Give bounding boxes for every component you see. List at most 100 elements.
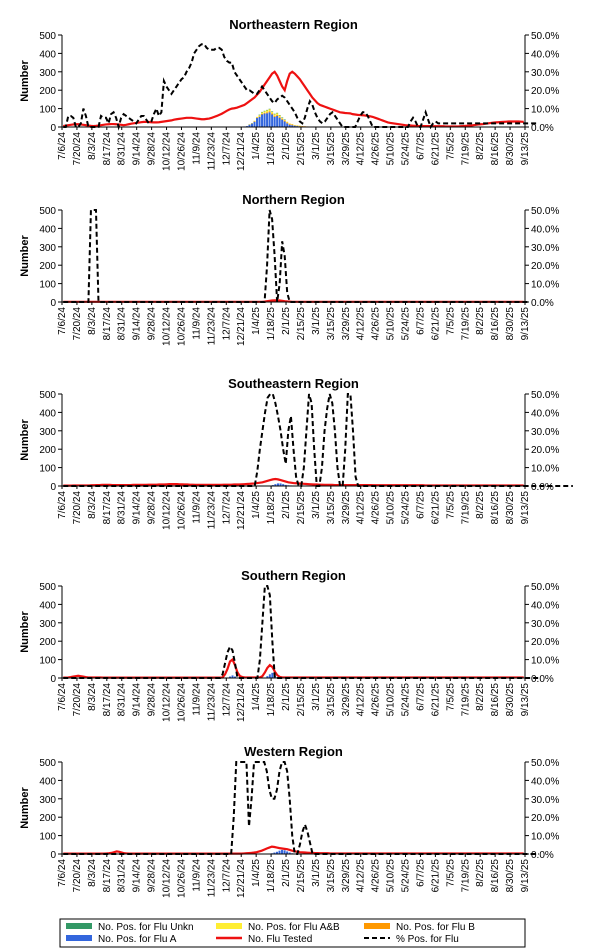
bar-flu-a	[274, 484, 277, 486]
x-tick-label: 5/10/25	[386, 859, 397, 893]
x-tick-label: 7/6/24	[57, 859, 68, 887]
x-tick-label: 12/21/24	[236, 859, 247, 898]
bar-flu-a	[281, 119, 284, 127]
y2-tick-label: 0.0%	[531, 482, 554, 493]
x-tick-label: 9/28/24	[147, 307, 158, 341]
series-line-tested	[63, 477, 524, 487]
x-tick-label: 8/30/25	[505, 491, 516, 525]
y-tick-label: 100	[39, 105, 56, 116]
x-tick-label: 5/24/25	[401, 491, 412, 525]
y2-tick-label: 0.0%	[531, 123, 554, 134]
bar-flu-ab	[248, 124, 251, 125]
x-tick-label: 10/26/24	[176, 683, 187, 722]
bar-flu-ab	[273, 113, 276, 116]
y2-tick-label: 40.0%	[531, 224, 559, 235]
bar-flu-b	[273, 115, 276, 117]
x-tick-label: 3/29/25	[341, 307, 352, 341]
y2-tick-label: 40.0%	[531, 408, 559, 419]
x-tick-label: 6/7/25	[415, 859, 426, 887]
y-tick-label: 400	[39, 776, 56, 787]
x-tick-label: 9/13/25	[520, 859, 531, 893]
bar-flu-ab	[250, 122, 253, 124]
x-tick-label: 12/7/24	[221, 859, 232, 893]
x-tick-label: 10/26/24	[176, 859, 187, 898]
x-tick-label: 8/16/25	[490, 859, 501, 893]
y-tick-label: 500	[39, 206, 56, 217]
bar-flu-ab	[253, 120, 256, 122]
x-tick-label: 3/29/25	[341, 683, 352, 717]
series-line-tested	[63, 657, 524, 679]
x-tick-label: 7/20/24	[72, 491, 83, 525]
bar-flu-a	[273, 116, 276, 127]
y-tick-label: 200	[39, 637, 56, 648]
x-tick-label: 5/24/25	[401, 683, 412, 717]
bar-flu-unkn	[273, 113, 276, 115]
bar-flu-a	[278, 850, 281, 854]
x-tick-label: 3/1/25	[311, 491, 322, 519]
bar-flu-a	[263, 113, 266, 127]
legend-label-flu-ab: No. Pos. for Flu A&B	[248, 922, 340, 933]
bar-flu-ab	[256, 116, 259, 118]
x-tick-label: 9/13/25	[520, 491, 531, 525]
series-line-pct	[63, 209, 529, 303]
bar-flu-a	[288, 124, 291, 127]
y-axis-label: Number	[19, 60, 31, 102]
x-tick-label: 3/29/25	[341, 859, 352, 893]
x-tick-label: 6/21/25	[430, 859, 441, 893]
y2-tick-label: 40.0%	[531, 600, 559, 611]
x-tick-label: 4/12/25	[356, 132, 367, 166]
x-tick-label: 3/1/25	[311, 683, 322, 711]
x-tick-label: 10/12/24	[162, 307, 173, 346]
x-tick-label: 9/28/24	[147, 491, 158, 525]
x-tick-label: 8/16/25	[490, 491, 501, 525]
x-tick-label: 11/23/24	[206, 491, 217, 530]
x-tick-label: 9/28/24	[147, 132, 158, 166]
x-tick-label: 2/1/25	[281, 132, 292, 160]
y-tick-label: 300	[39, 68, 56, 79]
y-tick-label: 500	[39, 758, 56, 769]
bar-flu-a	[293, 125, 296, 127]
x-tick-label: 8/31/24	[117, 307, 128, 341]
x-tick-label: 3/1/25	[311, 132, 322, 160]
x-tick-label: 8/3/24	[87, 132, 98, 160]
legend-label-flu-unkn: No. Pos. for Flu Unkn	[98, 922, 194, 933]
x-tick-label: 12/7/24	[221, 683, 232, 717]
x-tick-label: 5/10/25	[386, 683, 397, 717]
bar-flu-a	[286, 851, 289, 854]
chart-title: Southeastern Region	[228, 376, 359, 391]
bar-flu-ab	[281, 117, 284, 119]
bar-flu-b	[256, 117, 259, 119]
x-tick-label: 3/1/25	[311, 307, 322, 335]
bar-flu-b	[291, 124, 294, 126]
y-tick-label: 500	[39, 31, 56, 42]
bar-flu-a	[271, 672, 274, 678]
panel-0: Northeastern Region Number 0 100 200 300 400 50…	[19, 17, 559, 171]
x-tick-label: 4/26/25	[371, 491, 382, 525]
bar-flu-a	[268, 112, 271, 127]
x-tick-label: 12/7/24	[221, 307, 232, 341]
bar-flu-a	[234, 676, 236, 678]
x-tick-label: 2/15/25	[296, 491, 307, 525]
legend-label-tested: No. Flu Tested	[248, 934, 312, 945]
x-tick-label: 4/26/25	[371, 859, 382, 893]
y2-tick-label: 30.0%	[531, 619, 559, 630]
x-tick-label: 6/7/25	[415, 683, 426, 711]
legend-swatch-flu-unkn	[66, 923, 92, 929]
x-tick-label: 9/13/25	[520, 132, 531, 166]
x-tick-label: 2/1/25	[281, 859, 292, 887]
y2-tick-label: 10.0%	[531, 464, 559, 475]
y-axis-label: Number	[19, 235, 31, 277]
x-tick-label: 8/17/24	[102, 491, 113, 525]
y2-tick-label: 30.0%	[531, 243, 559, 254]
bar-flu-a	[286, 123, 289, 127]
bar-flu-unkn	[266, 109, 269, 111]
bar-flu-a	[248, 124, 251, 127]
y2-tick-label: 0.0%	[531, 674, 554, 685]
x-tick-label: 9/13/25	[520, 307, 531, 341]
y2-tick-label: 50.0%	[531, 582, 559, 593]
bar-flu-a	[282, 484, 285, 486]
x-tick-label: 6/7/25	[415, 307, 426, 335]
y-tick-label: 0	[50, 850, 56, 861]
y-axis-label: Number	[19, 419, 31, 461]
x-tick-label: 8/3/24	[87, 307, 98, 335]
